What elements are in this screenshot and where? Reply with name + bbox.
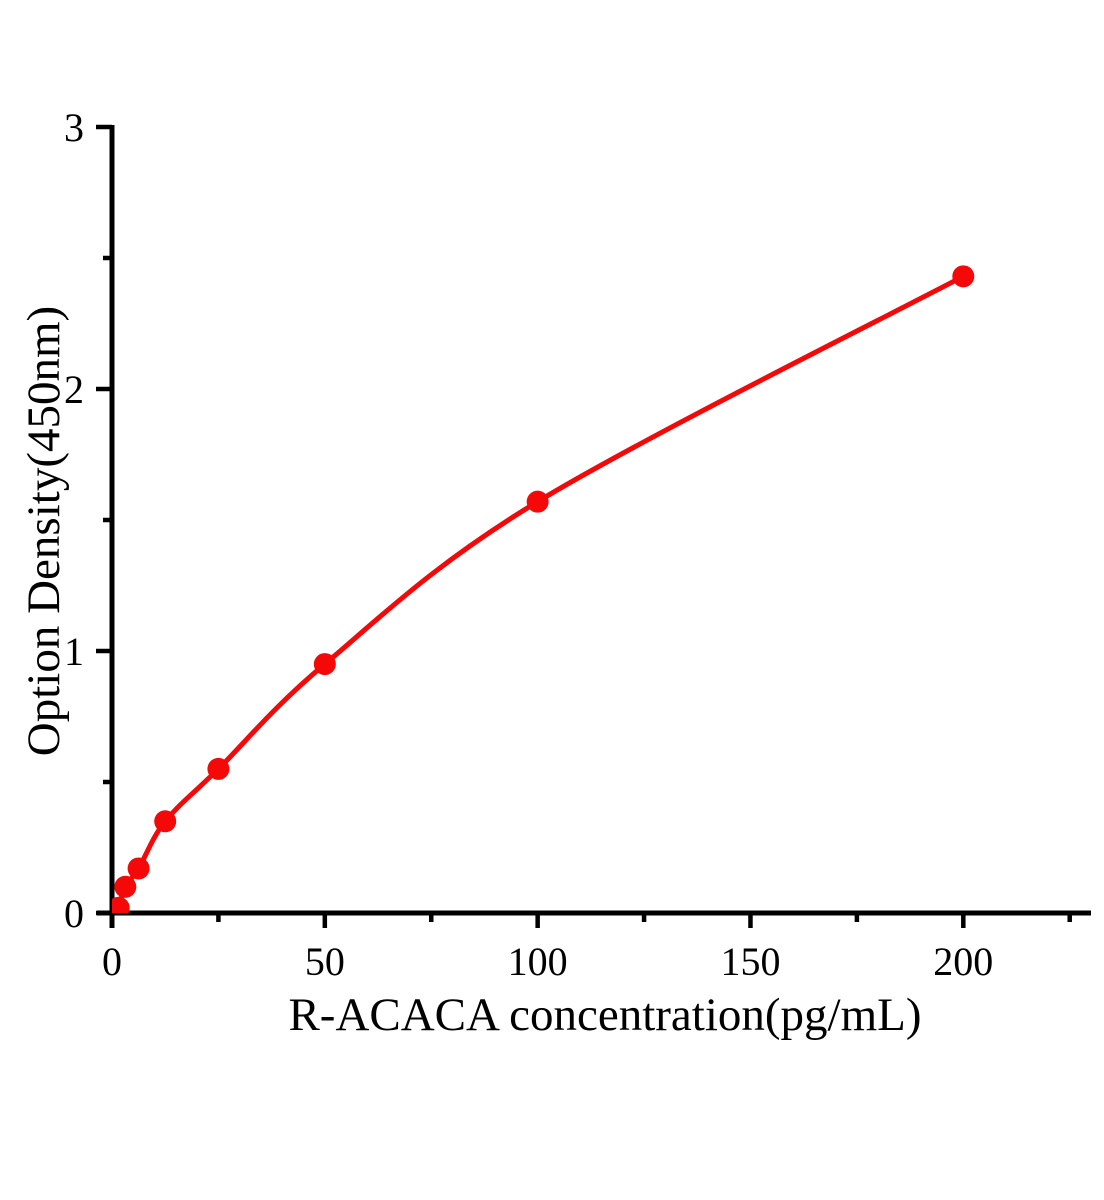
y-tick-label: 1 <box>64 629 84 674</box>
x-tick-label: 200 <box>933 939 993 984</box>
y-tick-label: 0 <box>64 891 84 936</box>
data-point <box>127 857 150 880</box>
x-tick-label: 100 <box>508 939 568 984</box>
data-point <box>526 490 549 513</box>
series-line <box>116 273 966 911</box>
y-tick-label: 2 <box>64 367 84 412</box>
x-tick-label: 150 <box>720 939 780 984</box>
data-point <box>952 265 975 288</box>
x-tick-label: 50 <box>305 939 345 984</box>
y-tick-label: 3 <box>64 105 84 150</box>
data-point <box>313 653 336 676</box>
data-point <box>114 875 137 898</box>
x-tick-label: 0 <box>102 939 122 984</box>
data-point <box>207 757 230 780</box>
data-point <box>154 810 177 833</box>
series-group <box>112 265 975 913</box>
x-axis-title: R-ACACA concentration(pg/mL) <box>288 989 922 1041</box>
data-point <box>112 896 130 913</box>
y-axis-title: Option Density(450nm) <box>18 305 70 757</box>
